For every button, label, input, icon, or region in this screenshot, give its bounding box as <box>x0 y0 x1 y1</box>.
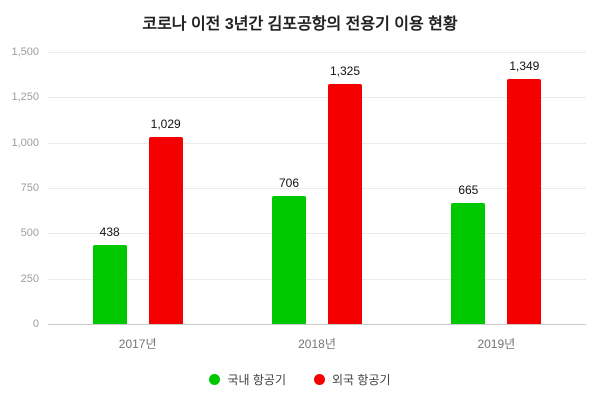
bar-series-0-category-0 <box>92 244 127 324</box>
gridline <box>48 233 586 235</box>
chart-legend: 국내 항공기 외국 항공기 <box>0 371 600 388</box>
y-axis-tick-label: 1,000 <box>11 136 39 149</box>
legend-item-1: 외국 항공기 <box>314 371 391 388</box>
gridline <box>48 52 586 53</box>
y-axis-tick-label: 500 <box>20 227 39 240</box>
bar-value-label: 1,325 <box>329 63 361 78</box>
bar-series-0-category-1 <box>272 195 306 324</box>
bar-series-1-category-1 <box>328 83 362 324</box>
y-axis-tick-label: 1,500 <box>11 46 39 58</box>
gridline <box>48 142 586 144</box>
x-axis-tick-label: 2017년 <box>118 337 157 351</box>
gridline <box>48 324 586 325</box>
x-axis-tick-label: 2019년 <box>477 337 516 351</box>
bar-series-0-category-2 <box>451 203 486 324</box>
chart-title: 코로나 이전 3년간 김포공항의 전용기 이용 현황 <box>142 16 458 33</box>
bar-series-1-category-2 <box>507 79 542 324</box>
y-axis-tick-label: 1,250 <box>11 91 39 104</box>
legend-color-dot-icon <box>314 374 325 385</box>
legend-color-dot-icon <box>209 374 221 385</box>
y-axis-tick-label: 250 <box>20 272 39 285</box>
gridline <box>48 188 586 189</box>
legend-item-0: 국내 항공기 <box>209 371 286 388</box>
legend-label: 외국 항공기 <box>332 373 391 387</box>
plot-area: 0 250 500 750 1,000 1,250 1,500 438 1,029 2017년 70… <box>11 46 586 351</box>
bar-value-label: 665 <box>458 183 479 198</box>
bar-value-label: 1,349 <box>509 59 540 74</box>
x-axis-tick-label: 2018년 <box>298 337 336 351</box>
gridline <box>48 278 586 280</box>
legend-label: 국내 항공기 <box>227 373 286 387</box>
y-axis-tick-label: 0 <box>32 318 39 330</box>
bar-value-label: 706 <box>278 175 300 190</box>
gridline <box>48 97 586 99</box>
y-axis-tick-label: 750 <box>20 182 39 194</box>
bar-series-1-category-0 <box>148 137 183 324</box>
bar-value-label: 438 <box>99 224 120 239</box>
bar-value-label: 1,029 <box>150 117 181 132</box>
